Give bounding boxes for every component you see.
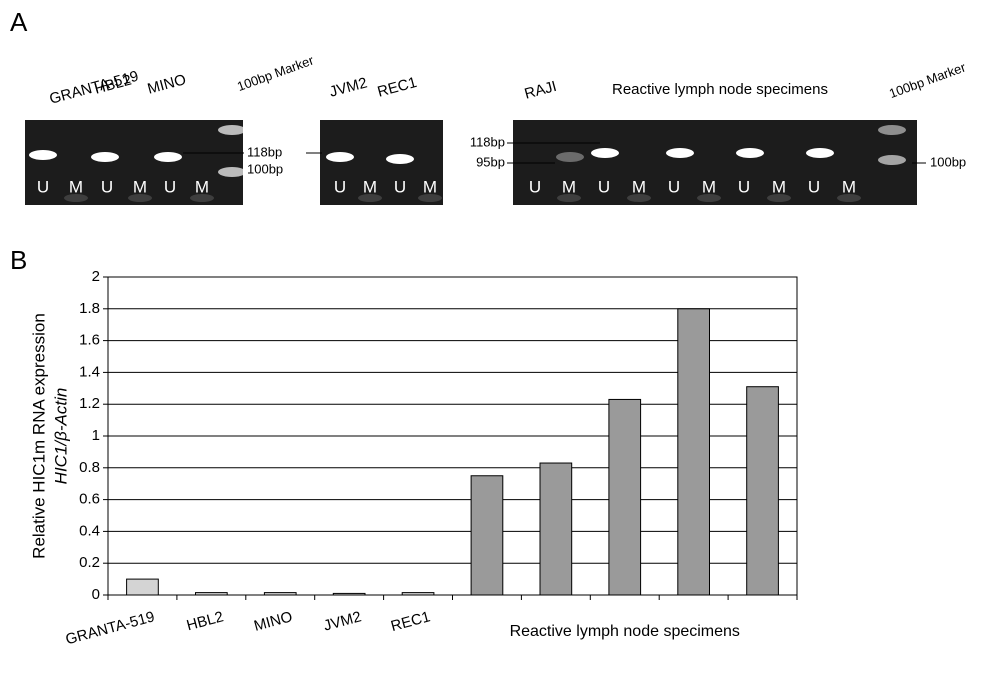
gel-band bbox=[736, 148, 764, 158]
y-tick-label: 0 bbox=[92, 586, 100, 603]
figure: A B UMUMUMUMUMUMUMUMUMUMGRANTA-519HBL2MI… bbox=[0, 0, 993, 674]
y-axis-label: Relative HIC1m RNA expression bbox=[29, 313, 48, 559]
lane-label: U bbox=[334, 177, 346, 196]
size-label: 118bp bbox=[247, 144, 282, 159]
gel-band bbox=[878, 125, 906, 135]
lane-label: M bbox=[772, 177, 786, 196]
lane-label: U bbox=[808, 177, 820, 196]
bar bbox=[402, 593, 434, 595]
y-tick-label: 1.8 bbox=[79, 300, 100, 317]
lane-label: M bbox=[69, 177, 83, 196]
bar bbox=[333, 593, 365, 595]
lane-label: M bbox=[842, 177, 856, 196]
bar bbox=[747, 387, 779, 595]
x-group-label: Reactive lymph node specimens bbox=[510, 623, 740, 640]
gel-band bbox=[386, 154, 414, 164]
size-label: 95bp bbox=[476, 154, 505, 169]
x-tick-label: HBL2 bbox=[185, 608, 226, 634]
panel-letter: A bbox=[10, 7, 28, 37]
lane-label: M bbox=[133, 177, 147, 196]
lane-header: 100bp Marker bbox=[887, 59, 968, 101]
lane-label: U bbox=[101, 177, 113, 196]
gel-band bbox=[218, 167, 246, 177]
gel-band bbox=[29, 150, 57, 160]
y-tick-label: 1.4 bbox=[79, 363, 100, 380]
y-tick-label: 0.8 bbox=[79, 459, 100, 476]
y-tick-label: 2 bbox=[92, 268, 100, 285]
bar bbox=[127, 579, 159, 595]
lane-header: JVM2 bbox=[328, 74, 369, 100]
bar bbox=[678, 309, 710, 595]
lane-label: M bbox=[363, 177, 377, 196]
y-tick-label: 1 bbox=[92, 427, 100, 444]
gel-band bbox=[591, 148, 619, 158]
lane-label: M bbox=[562, 177, 576, 196]
size-label: 118bp bbox=[470, 134, 505, 149]
gel-band bbox=[878, 155, 906, 165]
gel-band bbox=[154, 152, 182, 162]
size-label: 100bp bbox=[930, 154, 966, 169]
lane-label: U bbox=[738, 177, 750, 196]
size-label: 100bp bbox=[247, 161, 283, 176]
bar bbox=[471, 476, 503, 595]
lane-header: MINO bbox=[146, 71, 188, 98]
y-tick-label: 1.2 bbox=[79, 395, 100, 412]
y-tick-label: 0.4 bbox=[79, 522, 100, 539]
x-tick-label: GRANTA-519 bbox=[64, 608, 157, 648]
y-tick-label: 1.6 bbox=[79, 332, 100, 349]
gel-band bbox=[218, 125, 246, 135]
lane-header: 100bp Marker bbox=[235, 52, 316, 94]
lane-label: U bbox=[598, 177, 610, 196]
x-tick-label: REC1 bbox=[389, 608, 432, 635]
bar bbox=[609, 399, 641, 595]
lane-header: Reactive lymph node specimens bbox=[612, 81, 828, 98]
y-tick-label: 0.2 bbox=[79, 554, 100, 571]
bar bbox=[540, 463, 572, 595]
lane-label: M bbox=[423, 177, 437, 196]
lane-label: U bbox=[37, 177, 49, 196]
lane-label: M bbox=[195, 177, 209, 196]
lane-label: U bbox=[529, 177, 541, 196]
bar bbox=[264, 593, 296, 595]
lane-label: M bbox=[632, 177, 646, 196]
gel-band bbox=[666, 148, 694, 158]
lane-header: RAJI bbox=[523, 78, 559, 103]
y-axis-label: HIC1/β-Actin bbox=[51, 388, 70, 485]
lane-header: HBL2 bbox=[93, 72, 134, 98]
lane-header: REC1 bbox=[376, 74, 419, 101]
panel-letter: B bbox=[10, 245, 27, 275]
lane-label: U bbox=[394, 177, 406, 196]
gel-band bbox=[556, 152, 584, 162]
x-tick-label: JVM2 bbox=[322, 608, 363, 634]
lane-label: M bbox=[702, 177, 716, 196]
gel-band bbox=[91, 152, 119, 162]
x-tick-label: MINO bbox=[252, 608, 294, 635]
lane-label: U bbox=[668, 177, 680, 196]
gel-band bbox=[326, 152, 354, 162]
y-tick-label: 0.6 bbox=[79, 491, 100, 508]
gel-band bbox=[806, 148, 834, 158]
bar bbox=[196, 593, 228, 595]
lane-label: U bbox=[164, 177, 176, 196]
